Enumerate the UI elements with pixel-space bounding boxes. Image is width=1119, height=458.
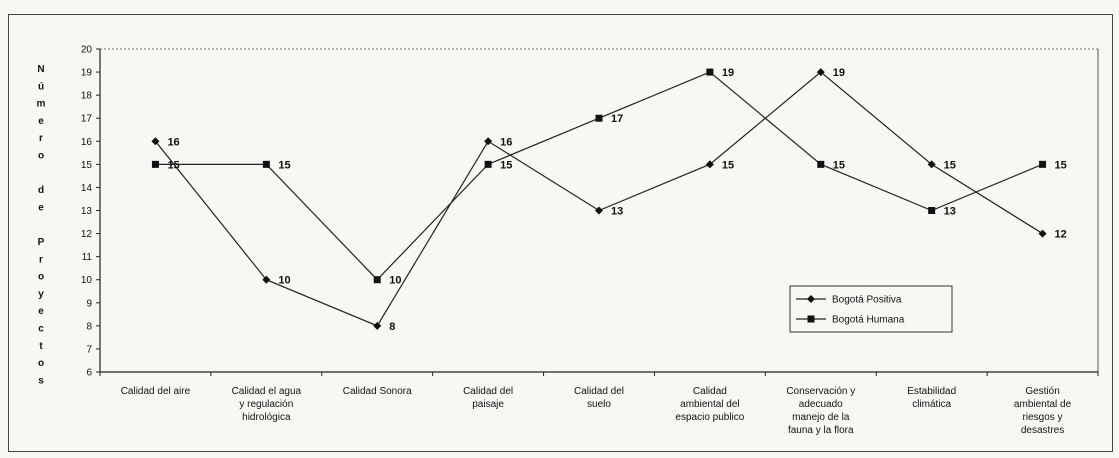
series-bogot-humana-point [151,160,159,168]
data-label-bogot-humana: 13 [944,206,956,218]
x-category-label: Estabilidad climática [907,386,956,410]
svg-text:m: m [37,99,46,110]
legend-box [789,285,953,333]
x-category-label: Calidad del aire [121,386,191,397]
y-tick-label: 19 [81,68,93,79]
data-label-bogot-positiva: 10 [278,275,290,287]
x-category-label: Gestión ambiental de riesgos y desastres [1014,386,1072,436]
series-bogot-positiva-point [262,275,271,284]
svg-text:o: o [38,151,44,162]
y-tick-label: 16 [81,137,93,148]
y-tick-label: 6 [86,368,92,379]
y-tick-label: 20 [81,45,93,56]
data-label-bogot-positiva: 15 [722,159,734,171]
svg-text:N: N [37,64,44,75]
data-label-bogot-humana: 15 [833,159,845,171]
svg-text:s: s [38,375,44,386]
data-label-bogot-humana: 19 [722,67,734,79]
series-bogot-humana-point [817,160,825,168]
series-bogot-positiva-point [927,160,936,169]
y-tick-label: 11 [82,252,93,263]
svg-text:e: e [38,202,44,213]
series-bogot-positiva-point [151,137,160,146]
series-bogot-positiva-point [705,160,714,169]
svg-text:t: t [39,341,43,352]
y-tick-label: 10 [81,275,93,286]
x-category-label: Conservación y adecuado manejo de la fauna … [786,386,855,436]
data-label-bogot-humana: 15 [167,159,179,171]
y-tick-label: 18 [81,91,93,102]
series-bogot-humana-point [1039,160,1047,168]
svg-text:o: o [38,272,44,283]
series-bogot-humana-point [373,276,381,284]
y-tick-label: 8 [86,321,92,332]
legend-bogot-positiva-point [807,295,815,303]
svg-text:d: d [38,185,44,196]
series-bogot-humana-point [262,160,270,168]
series-bogot-positiva-point [816,68,825,77]
y-tick-label: 9 [86,298,92,309]
data-label-bogot-humana: 10 [389,275,401,287]
svg-text:e: e [38,116,44,127]
data-label-bogot-positiva: 16 [167,136,179,148]
series-bogot-humana-point [595,114,603,122]
svg-text:c: c [38,324,44,335]
x-category-label: Calidad el agua y regulación hidrológica [232,386,302,423]
series-bogot-positiva-point [373,321,382,330]
legend-label-bogot-humana: Bogotá Humana [832,315,905,326]
series-bogot-humana-point [706,68,714,76]
data-label-bogot-humana: 15 [1055,159,1067,171]
svg-text:y: y [38,289,44,300]
svg-text:P: P [38,237,45,248]
x-category-label: Calidad del suelo [574,386,624,410]
data-label-bogot-positiva: 16 [500,136,512,148]
legend-bogot-humana-point [807,315,815,323]
svg-text:o: o [38,358,44,369]
y-tick-label: 15 [81,160,93,171]
y-tick-label: 7 [86,344,92,355]
data-label-bogot-humana: 15 [278,159,290,171]
series-bogot-humana-point [928,207,936,214]
y-tick-label: 12 [81,229,93,240]
x-category-label: Calidad Sonora [343,386,412,397]
svg-text:ú: ú [38,81,44,92]
svg-text:e: e [38,306,44,317]
series-bogot-positiva-point [595,206,603,215]
y-tick-label: 14 [81,183,93,194]
series-bogot-humana-point [484,160,492,168]
data-label-bogot-positiva: 12 [1055,229,1067,241]
series-bogot-positiva-point [1038,229,1047,238]
svg-text:r: r [39,133,43,144]
y-tick-label: 13 [81,206,93,217]
data-label-bogot-humana: 17 [611,113,623,125]
x-category-label: Calidad del paisaje [463,386,513,410]
data-label-bogot-positiva: 13 [611,206,623,218]
x-category-label: Calidad ambiental del espacio publico [675,386,744,423]
legend-label-bogot-positiva: Bogotá Positiva [832,295,902,306]
series-bogot-positiva-point [484,137,493,146]
y-tick-label: 17 [81,114,93,125]
svg-text:r: r [39,254,43,265]
chart-frame [8,14,1113,452]
data-label-bogot-positiva: 15 [944,159,956,171]
series-line-bogot-humana [155,71,1043,281]
data-label-bogot-humana: 15 [500,159,512,171]
data-label-bogot-positiva: 19 [833,67,845,79]
data-label-bogot-positiva: 8 [389,321,395,333]
